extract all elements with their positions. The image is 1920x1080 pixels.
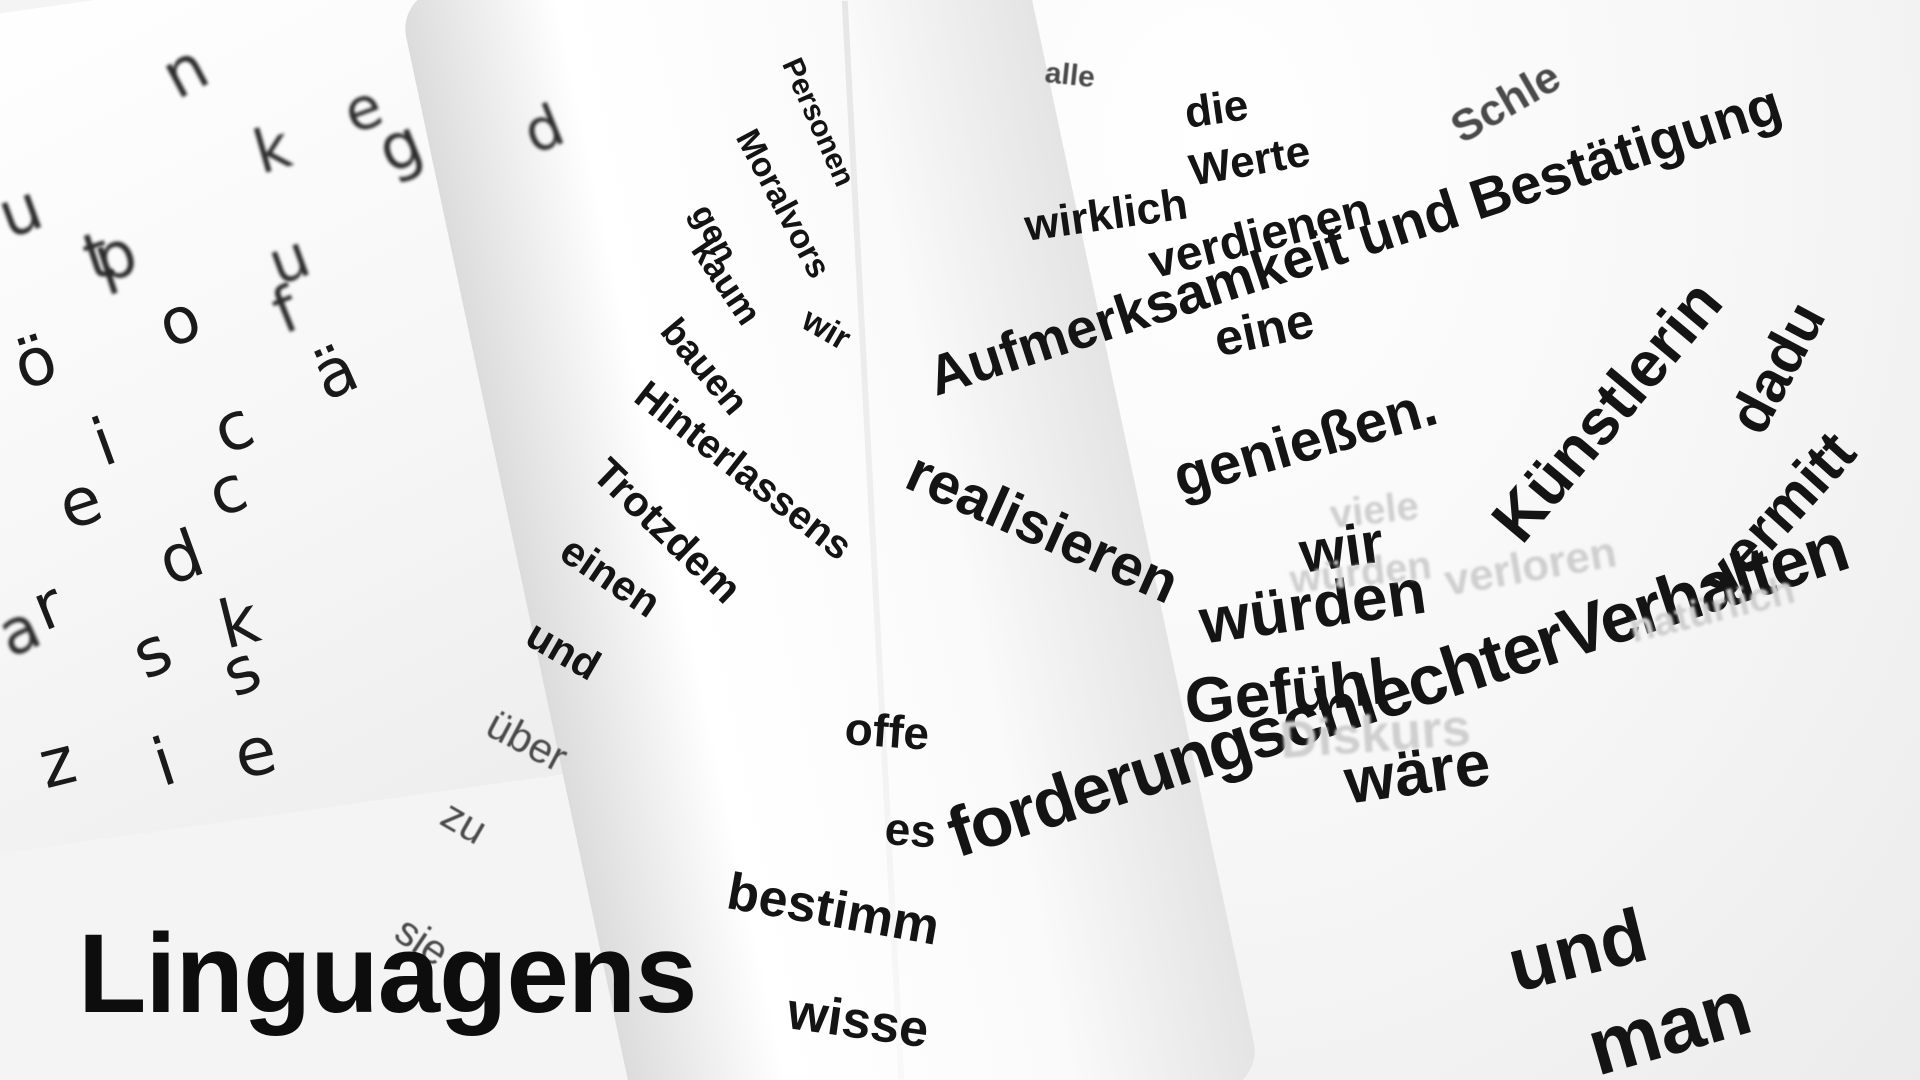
word-viele: viele [1327, 483, 1421, 537]
word-die: die [1181, 80, 1252, 138]
word-zu: zu [433, 790, 496, 854]
word-alle: alle [1043, 56, 1097, 95]
word-offe: offe [843, 702, 931, 760]
word-diskurs: Diskurs [1277, 698, 1473, 770]
page-title: Linguagens [78, 911, 697, 1036]
word-es: es [883, 802, 938, 858]
